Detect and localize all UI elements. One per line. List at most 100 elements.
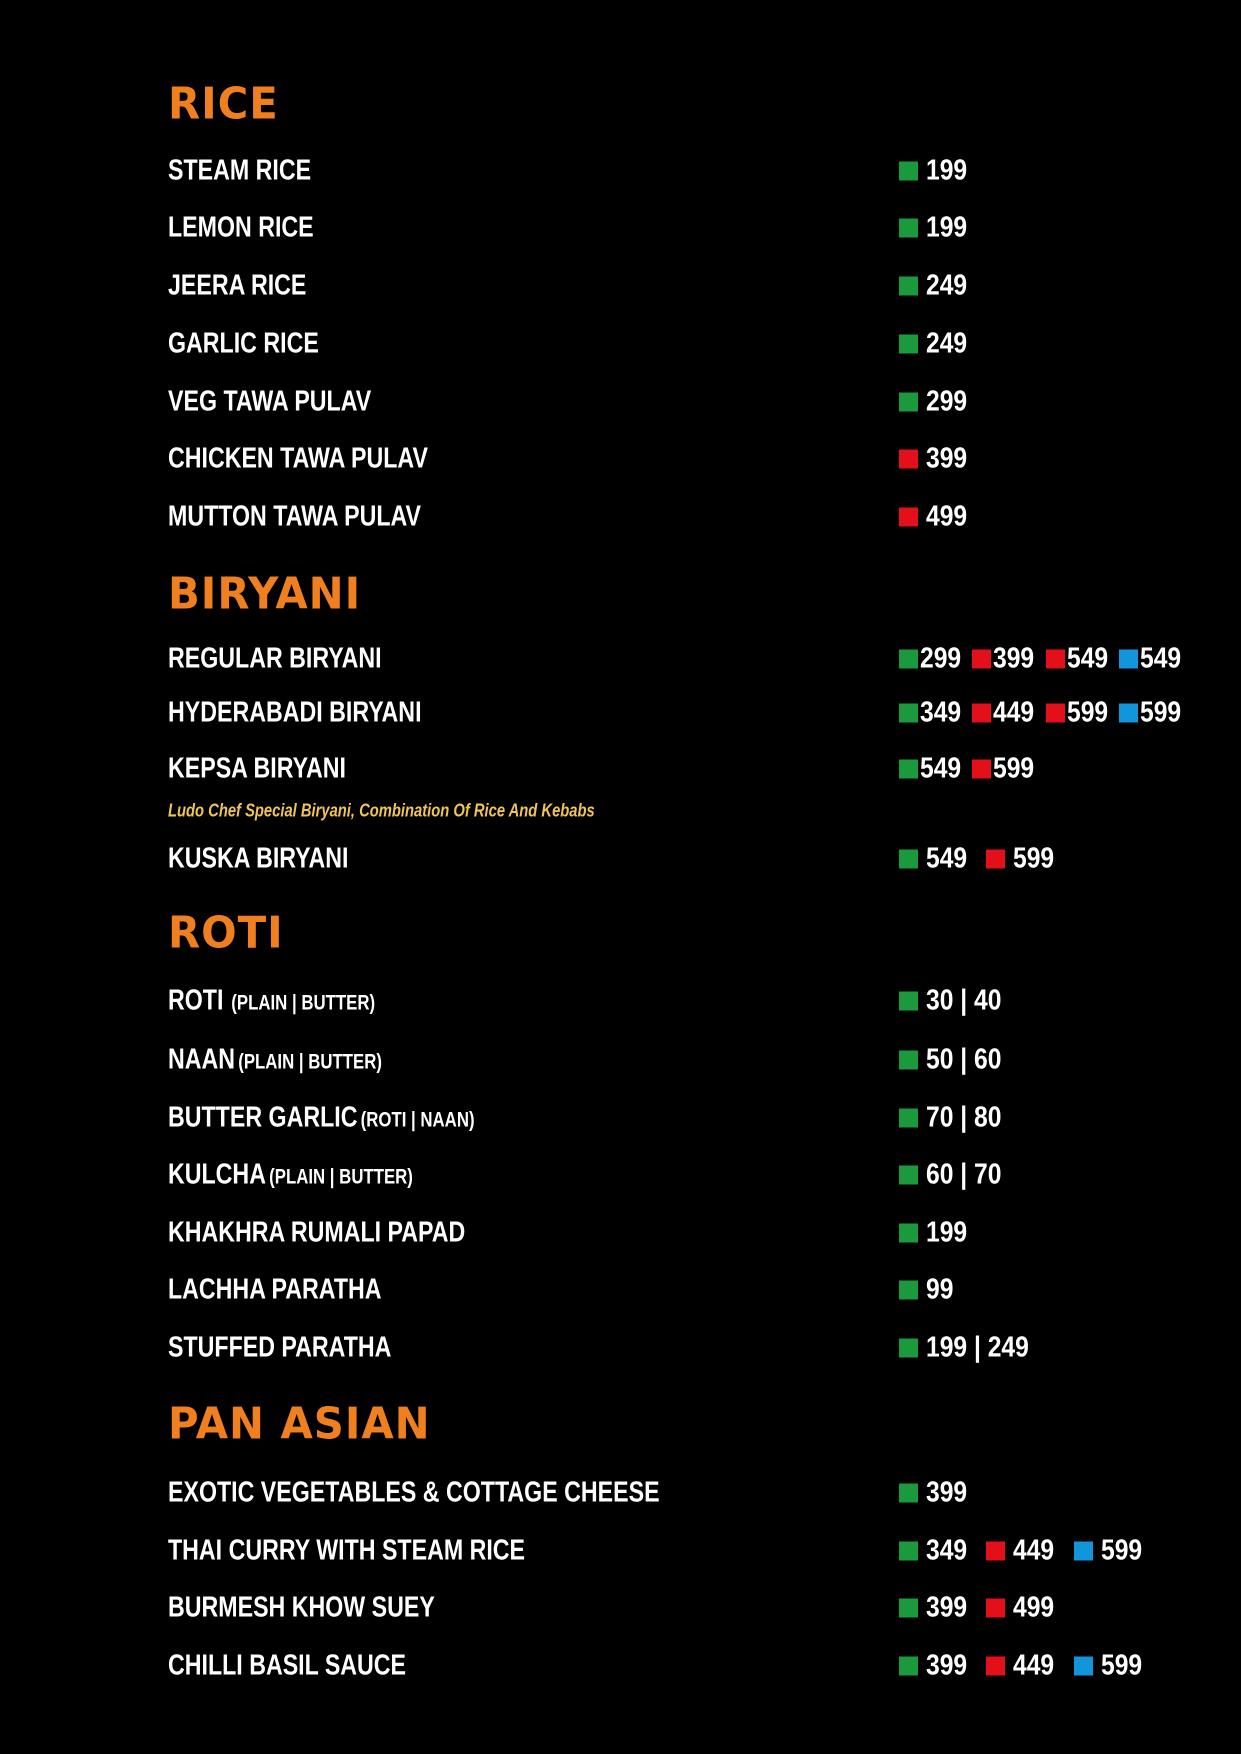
price-value: 549 bbox=[920, 752, 962, 785]
price-entry: 499 bbox=[986, 1592, 1061, 1625]
price-value: 399 bbox=[926, 1591, 968, 1624]
price-entry: 30 | 40 bbox=[899, 985, 1015, 1018]
price-value: 599 bbox=[1140, 696, 1182, 729]
item-name-text: KEPSA BIRYANI bbox=[168, 752, 346, 785]
menu-item-name: ROTI (PLAIN | BUTTER) bbox=[168, 985, 375, 1018]
item-name-text: THAI CURRY WITH STEAM RICE bbox=[168, 1534, 526, 1567]
veg-indicator-icon bbox=[899, 1656, 918, 1676]
price-value: 499 bbox=[1013, 1591, 1055, 1624]
price-entry: 449 bbox=[986, 1650, 1061, 1683]
item-name-text: STUFFED PARATHA bbox=[168, 1331, 392, 1364]
price-value: 399 bbox=[926, 1649, 968, 1682]
price-entry: 599 bbox=[1045, 696, 1115, 730]
menu-item-name: KHAKHRA RUMALI PAPAD bbox=[168, 1217, 465, 1250]
item-prices: 50 | 60 bbox=[899, 1044, 1027, 1077]
nonveg-indicator-icon bbox=[986, 1656, 1006, 1676]
menu-item-name: CHILLI BASIL SAUCE bbox=[168, 1650, 406, 1683]
item-variant-note: (PLAIN | BUTTER) bbox=[269, 1165, 413, 1189]
item-prices: 349 449 599 599 bbox=[899, 697, 1193, 730]
veg-indicator-icon bbox=[899, 1598, 918, 1618]
menu-item-name: HYDERABADI BIRYANI bbox=[168, 697, 422, 730]
item-prices: 299 bbox=[899, 386, 986, 419]
price-entry: 299 bbox=[899, 386, 974, 419]
price-entry: 599 bbox=[972, 753, 1041, 786]
item-variant-note: (ROTI | NAAN) bbox=[360, 1108, 475, 1132]
price-value: 599 bbox=[1066, 696, 1108, 729]
price-value: 449 bbox=[993, 696, 1035, 729]
item-prices: 60 | 70 bbox=[899, 1159, 1027, 1192]
nonveg-indicator-icon bbox=[899, 507, 918, 527]
menu-item-name: KEPSA BIRYANI bbox=[168, 753, 346, 786]
item-name-text: KULCHA bbox=[168, 1158, 266, 1191]
price-value: 199 bbox=[926, 154, 968, 187]
price-entry: 199 bbox=[899, 212, 974, 245]
price-entry: 349 bbox=[899, 1535, 974, 1568]
veg-indicator-icon bbox=[899, 218, 918, 238]
veg-indicator-icon bbox=[899, 1223, 918, 1243]
item-name-text: STEAM RICE bbox=[168, 154, 312, 187]
price-value: 70 | 80 bbox=[926, 1101, 1002, 1134]
menu-item-name: LACHHA PARATHA bbox=[168, 1274, 382, 1307]
price-value: 599 bbox=[993, 752, 1035, 785]
price-entry: 60 | 70 bbox=[899, 1159, 1015, 1192]
item-prices: 399 449 599 bbox=[899, 1650, 1161, 1683]
price-entry: 399 bbox=[899, 1650, 974, 1683]
price-value: 349 bbox=[926, 1534, 968, 1567]
item-prices: 249 bbox=[899, 270, 986, 303]
nonveg-indicator-icon bbox=[972, 759, 992, 779]
veg-indicator-icon bbox=[899, 849, 918, 869]
item-prices: 249 bbox=[899, 328, 986, 361]
price-value: 549 bbox=[1066, 642, 1108, 675]
item-name-text: EXOTIC VEGETABLES & COTTAGE CHEESE bbox=[168, 1476, 660, 1509]
price-value: 249 bbox=[926, 327, 968, 360]
menu-item-name: KUSKA BIRYANI bbox=[168, 843, 348, 876]
item-name-text: LACHHA PARATHA bbox=[168, 1273, 382, 1306]
item-prices: 199 | 249 bbox=[899, 1332, 1059, 1365]
price-value: 399 bbox=[993, 642, 1035, 675]
item-prices: 399 bbox=[899, 443, 986, 476]
veg-indicator-icon bbox=[899, 991, 918, 1011]
veg-indicator-icon bbox=[899, 759, 918, 779]
item-prices: 549 599 bbox=[899, 753, 1046, 786]
nonveg-indicator-icon bbox=[986, 1541, 1006, 1561]
item-name-text: MUTTON TAWA PULAV bbox=[168, 500, 422, 533]
price-entry: 99 bbox=[899, 1274, 958, 1307]
price-value: 99 bbox=[926, 1273, 954, 1306]
price-entry: 399 bbox=[899, 1592, 974, 1625]
menu-item-name: CHICKEN TAWA PULAV bbox=[168, 443, 428, 476]
veg-indicator-icon bbox=[899, 161, 918, 181]
price-value: 299 bbox=[920, 642, 962, 675]
price-entry: 249 bbox=[899, 270, 974, 303]
price-entry: 399 bbox=[899, 443, 974, 476]
menu-item-name: STEAM RICE bbox=[168, 155, 311, 188]
price-value: 30 | 40 bbox=[926, 984, 1002, 1017]
price-entry: 599 bbox=[1119, 697, 1188, 730]
nonveg-indicator-icon bbox=[972, 649, 992, 669]
price-value: 399 bbox=[926, 1476, 968, 1509]
menu-item-name: GARLIC RICE bbox=[168, 328, 319, 361]
nonveg-indicator-icon bbox=[1045, 703, 1065, 723]
blue-indicator-icon bbox=[1119, 649, 1139, 669]
veg-indicator-icon bbox=[899, 703, 918, 723]
veg-indicator-icon bbox=[899, 276, 918, 296]
price-entry: 599 bbox=[986, 843, 1061, 876]
item-prices: 299 399 549 549 bbox=[899, 643, 1193, 676]
blue-indicator-icon bbox=[1073, 1656, 1093, 1676]
price-entry: 299 bbox=[899, 643, 968, 676]
item-prices: 349 449 599 bbox=[899, 1535, 1161, 1568]
nonveg-indicator-icon bbox=[986, 1598, 1006, 1618]
menu-item-name: REGULAR BIRYANI bbox=[168, 643, 382, 676]
blue-indicator-icon bbox=[1119, 703, 1139, 723]
item-name-text: KHAKHRA RUMALI PAPAD bbox=[168, 1216, 466, 1249]
section-heading: PAN ASIAN bbox=[168, 1398, 431, 1450]
price-value: 50 | 60 bbox=[926, 1043, 1002, 1076]
price-entry: 199 bbox=[899, 155, 974, 188]
price-entry: 399 bbox=[899, 1477, 974, 1510]
price-value: 449 bbox=[1013, 1534, 1055, 1567]
price-entry: 599 bbox=[1073, 1650, 1149, 1683]
item-prices: 199 bbox=[899, 155, 986, 188]
veg-indicator-icon bbox=[899, 1280, 918, 1300]
veg-indicator-icon bbox=[899, 1483, 918, 1503]
price-value: 60 | 70 bbox=[926, 1158, 1002, 1191]
